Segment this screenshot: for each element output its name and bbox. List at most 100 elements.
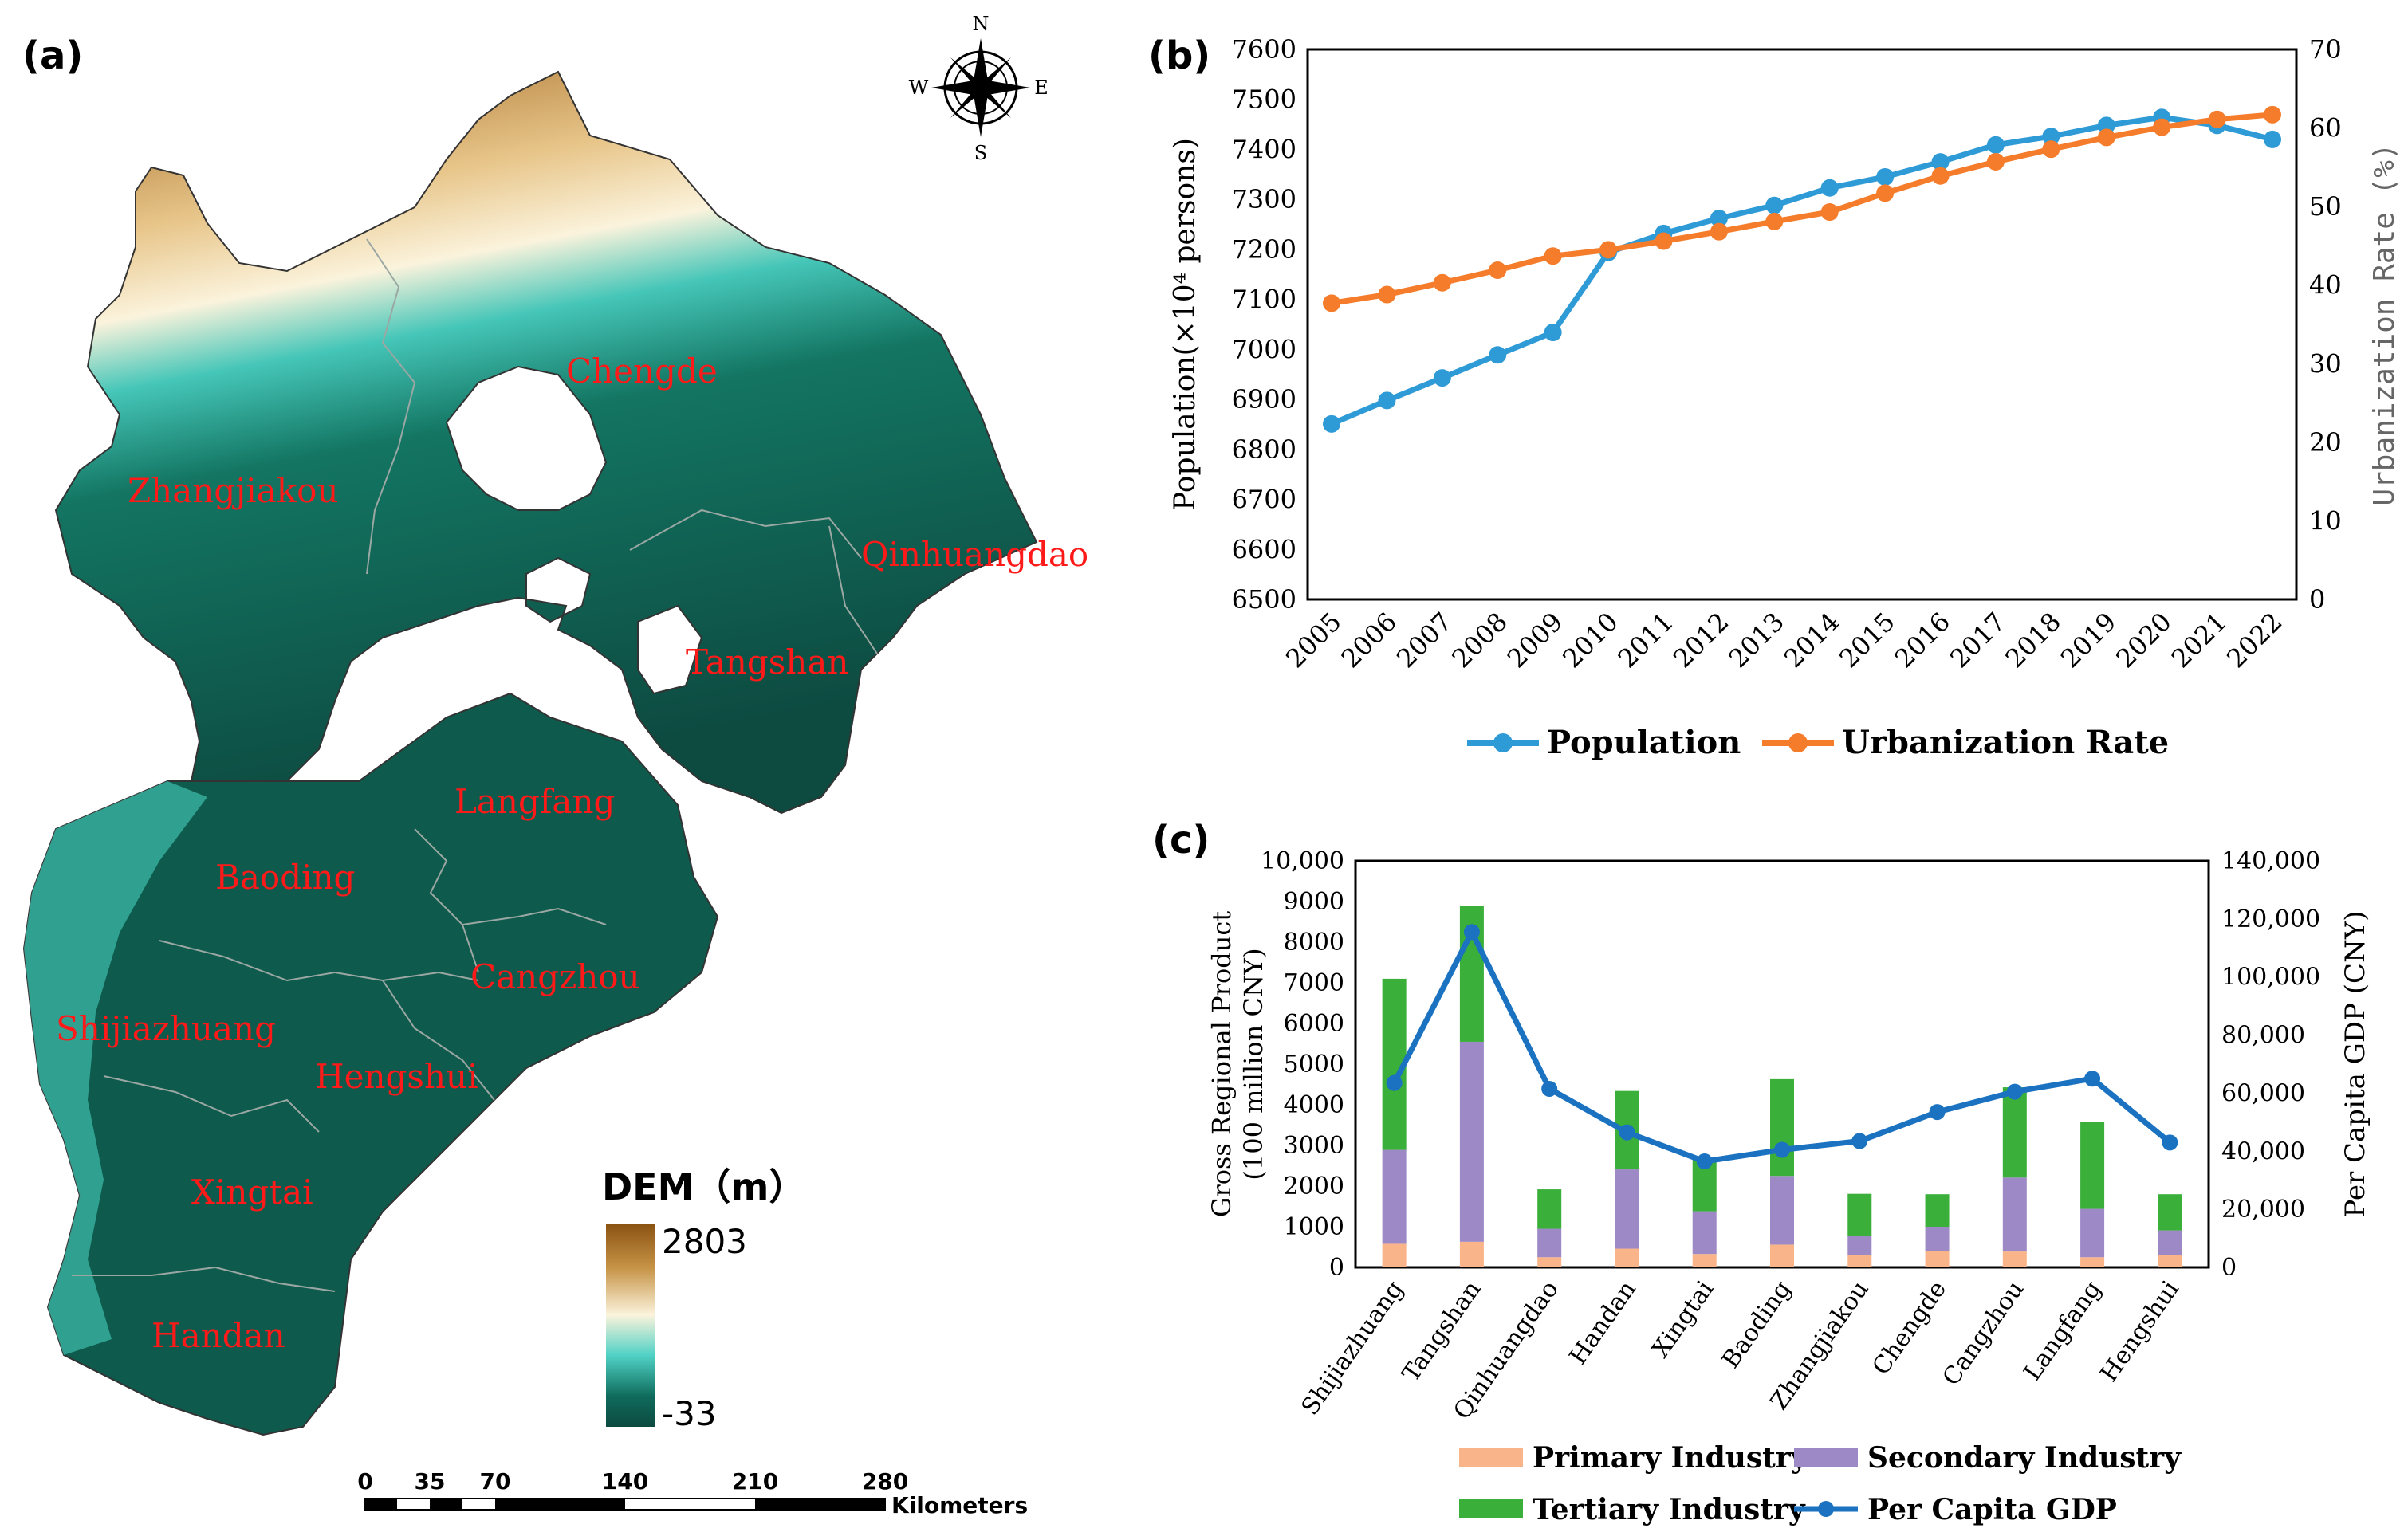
y2-tick-label: 10: [2309, 505, 2342, 536]
city-label-baoding: Baoding: [215, 858, 355, 897]
y-tick-label: 6000: [1284, 1010, 1344, 1038]
dem-legend-min: -33: [662, 1394, 717, 1433]
city-label-cangzhou: Cangzhou: [470, 957, 640, 996]
bar-2: [2002, 1087, 2027, 1178]
series-point-per-capita-gdp: [1619, 1124, 1635, 1141]
y2-tick-label: 0: [2221, 1254, 2237, 1282]
scale-tick-280: 280: [862, 1468, 908, 1495]
panel-a: (a) Zhangjiakou Chengde Qinhuangdao Tang…: [22, 13, 1088, 1518]
y-axis-label: Population(×10⁴ persons): [1169, 138, 1202, 511]
y-tick-label: 3000: [1284, 1132, 1344, 1160]
x-tick-label: 2009: [1501, 607, 1568, 674]
series-point-0: [1378, 391, 1396, 410]
legend-label: Urbanization Rate: [1842, 724, 2169, 761]
legend-label: Secondary Industry: [1867, 1441, 2182, 1475]
province-map-west-edge: [24, 781, 207, 1355]
x-tick-label: 2021: [2166, 607, 2233, 674]
bar-1: [2158, 1230, 2182, 1255]
city-label-shijiazhuang: Shijiazhuang: [56, 1009, 276, 1048]
series-point-1: [2097, 128, 2115, 147]
scale-bar: 0 35 70 140 210 280 Kilometers: [357, 1468, 1028, 1518]
y-tick-label: 7000: [1232, 334, 1296, 364]
y2-tick-label: 30: [2309, 348, 2342, 379]
legend-label: Population: [1547, 724, 1741, 761]
series-point-per-capita-gdp: [1463, 924, 1480, 941]
bar-2: [1847, 1193, 1872, 1236]
province-map: [54, 70, 1038, 815]
bar-0: [2158, 1255, 2182, 1267]
y2-tick-label: 80,000: [2221, 1022, 2305, 1050]
gdp-chart: 0 1000 2000 3000 4000 5000 6000 7000 8000 9000 10,…: [1206, 847, 2371, 1526]
y-tick-label: 6900: [1232, 384, 1296, 414]
x-tick-label: 2013: [1722, 607, 1789, 674]
y-tick-label: 7200: [1232, 234, 1296, 265]
x-tick-label: Chengde: [1867, 1276, 1952, 1381]
scale-tick-70: 70: [480, 1468, 511, 1495]
dem-legend-colorbar: [606, 1224, 655, 1427]
panel-a-label: (a): [22, 33, 83, 78]
y-tick-label: 7000: [1284, 969, 1344, 997]
y2-tick-label: 20,000: [2221, 1196, 2305, 1224]
y-tick-label: 0: [1329, 1254, 1344, 1282]
series-point-per-capita-gdp: [2084, 1071, 2101, 1087]
series-line-1: [1331, 112, 2273, 306]
y-tick-label: 6800: [1232, 434, 1296, 465]
city-label-xingtai: Xingtai: [191, 1173, 313, 1212]
legend-swatch: [1794, 1448, 1858, 1467]
compass-n: N: [973, 13, 990, 35]
series-point-1: [2153, 118, 2171, 136]
series-point-1: [1599, 241, 1618, 259]
city-label-chengde: Chengde: [566, 352, 718, 391]
series-point-1: [1433, 273, 1451, 292]
city-label-zhangjiakou: Zhangjiakou: [128, 471, 339, 510]
series-point-0: [1986, 136, 2005, 154]
y-tick-label: 7500: [1232, 84, 1296, 115]
y-tick-label: 6700: [1232, 485, 1296, 515]
bar-0: [1925, 1251, 1950, 1267]
series-point-1: [1323, 294, 1340, 312]
bar-2: [2080, 1122, 2105, 1209]
series-point-per-capita-gdp: [1851, 1133, 1868, 1149]
bar-1: [2002, 1177, 2027, 1252]
x-tick-label: 2010: [1556, 607, 1623, 674]
y2-tick-label: 50: [2309, 191, 2342, 222]
legend-label: Per Capita GDP: [1867, 1493, 2117, 1526]
x-tick-label: 2007: [1391, 607, 1458, 674]
series-point-1: [2264, 105, 2281, 124]
x-tick-label: 2014: [1778, 607, 1845, 674]
series-point-per-capita-gdp: [1386, 1074, 1403, 1091]
scale-unit: Kilometers: [891, 1492, 1028, 1518]
series-point-0: [1820, 179, 1839, 197]
series-point-1: [1986, 152, 2005, 171]
series-point-0: [2042, 128, 2060, 146]
y-tick-label: 5000: [1284, 1051, 1344, 1078]
y2-axis-label: Urbanization Rate (%): [2368, 143, 2401, 505]
series-point-per-capita-gdp: [2162, 1134, 2178, 1151]
y-tick-label: 1000: [1284, 1213, 1344, 1241]
y-tick-label: 7600: [1232, 34, 1296, 65]
y2-tick-label: 60,000: [2221, 1079, 2305, 1107]
city-label-qinhuangdao: Qinhuangdao: [861, 535, 1088, 574]
series-point-0: [1710, 210, 1728, 228]
series-point-1: [1489, 261, 1507, 279]
bar-1: [1770, 1176, 1794, 1245]
series-point-per-capita-gdp: [1541, 1080, 1558, 1097]
y-tick-label: 4000: [1284, 1091, 1344, 1119]
series-point-0: [1544, 324, 1562, 342]
compass-e: E: [1034, 77, 1049, 99]
compass-w: W: [909, 77, 929, 99]
city-label-langfang: Langfang: [454, 782, 615, 821]
series-point-per-capita-gdp: [1774, 1141, 1790, 1158]
legend-swatch: [1459, 1499, 1523, 1518]
series-point-0: [2264, 130, 2281, 148]
series-point-0: [1765, 196, 1784, 214]
bar-0: [1847, 1255, 1872, 1267]
x-tick-label: Tangshan: [1397, 1276, 1486, 1388]
panel-b: (b) 6500 6600 6700 6800 6900 7000 7100 7200 7300…: [1148, 33, 2401, 761]
x-tick-label: 2006: [1336, 607, 1403, 674]
x-tick-label: 2011: [1612, 607, 1679, 674]
y2-tick-label: 70: [2309, 34, 2342, 65]
y2-tick-label: 140,000: [2221, 847, 2320, 875]
series-point-1: [1931, 167, 1950, 185]
y-tick-label: 2000: [1284, 1173, 1344, 1200]
